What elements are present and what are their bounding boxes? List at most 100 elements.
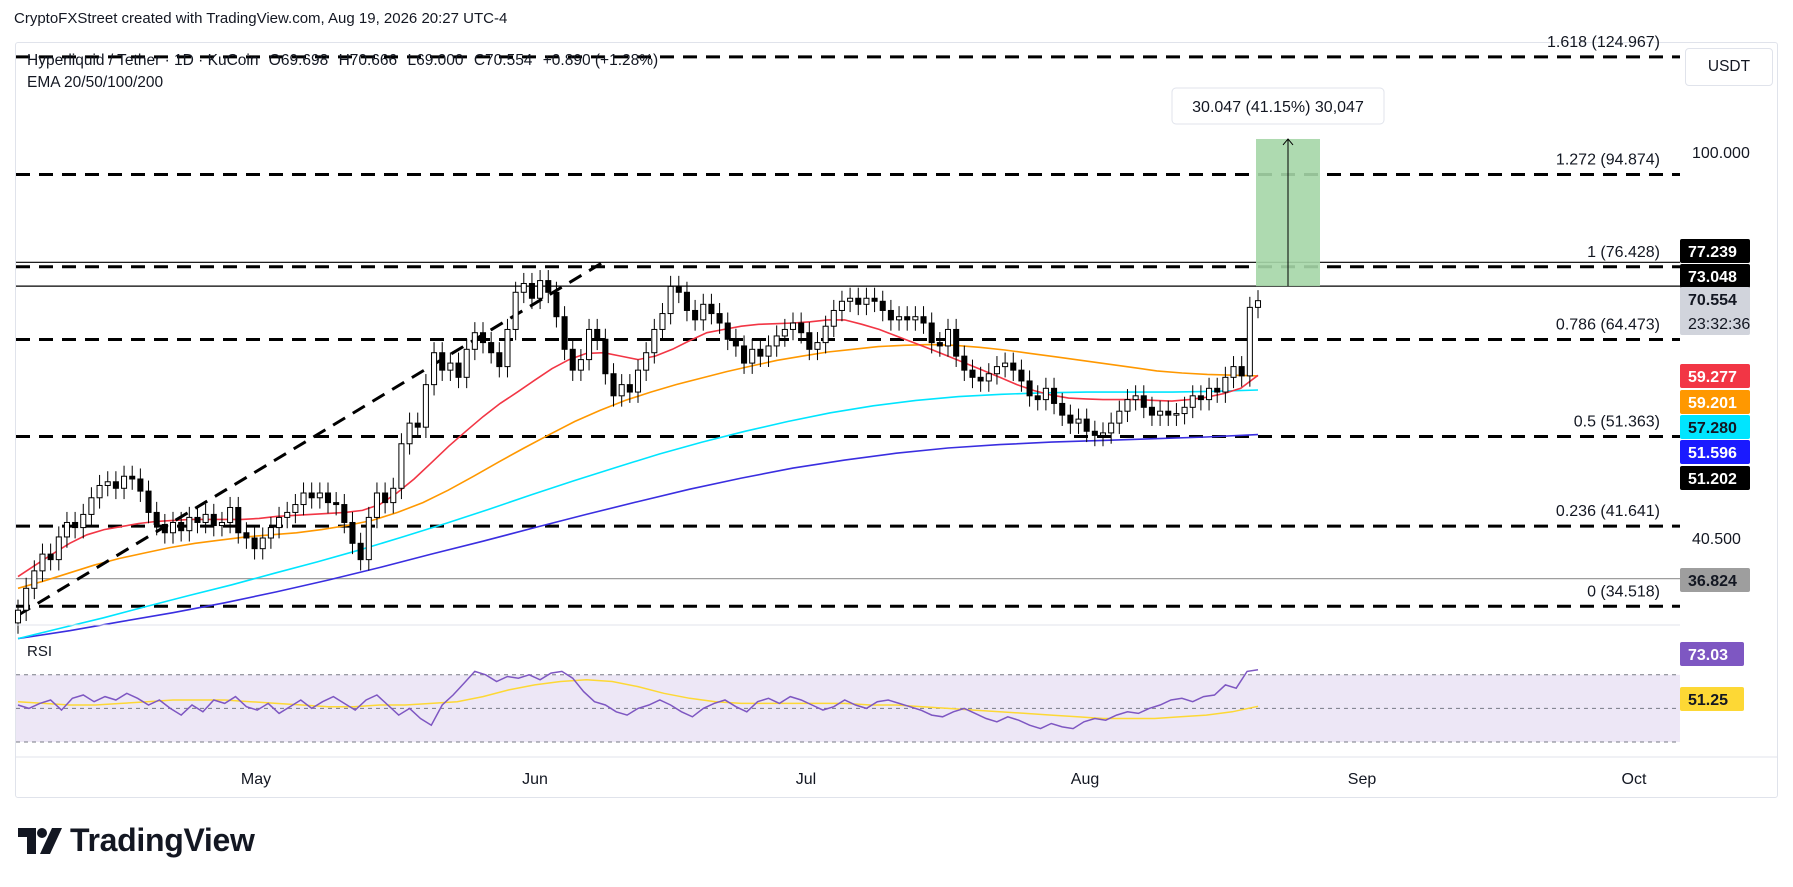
price-tag-value: 51.202 [1688,471,1737,488]
fibonacci-levels: 1.618 (124.967) 1.272 (94.874) 1 (76.428) 0… [16,34,1680,608]
candle-body [651,328,658,354]
candle-body [912,316,919,321]
candle-body [1124,399,1131,412]
candle-body [129,475,136,480]
candle-body [871,297,878,302]
candle-body [496,352,503,368]
symbol-name[interactable]: Hyperliquid / Tether · 1D · KuCoin [27,52,259,69]
horizontal-lines [16,261,1680,580]
rsi-ma-line [17,679,1259,720]
candle-body [969,369,976,378]
rsi-pane [16,624,1680,743]
candle-body [716,313,723,324]
candle-body [47,553,54,561]
rsi-tag [1680,642,1744,666]
candle-body [594,328,601,340]
indicator-label[interactable]: EMA 20/50/100/200 [27,74,164,91]
candle-body [210,513,217,527]
price-tag [1680,466,1750,490]
candle-body [439,352,446,371]
close-value: C70.554 [473,52,533,69]
rsi-tag-value: 73.03 [1688,647,1728,664]
rsi-line [17,668,1259,730]
candle-body [292,504,299,513]
candle-body [455,362,462,378]
candle-body [357,542,364,561]
candle-body [765,345,772,357]
candle-body [390,487,397,504]
candle-body [104,481,111,486]
candle-body [63,521,70,538]
time-tick-label: Jul [796,771,816,788]
candle-body [879,300,886,311]
candle-body [1075,418,1082,424]
candle-body [267,527,274,539]
tradingview-logo[interactable]: TradingView [18,822,255,859]
candle-body [773,335,780,347]
candle-body [227,506,234,523]
price-tag-value: 70.554 [1688,292,1737,309]
candle-body [1132,395,1139,401]
candle-body [1091,430,1098,436]
candle-body [953,328,960,357]
currency-selector[interactable]: USDT [1685,48,1773,86]
candle-body [822,325,829,344]
price-tag-value: 59.201 [1688,395,1737,412]
candle-body [55,536,62,561]
price-tag [1680,440,1750,464]
candle-body [161,524,168,534]
candle-body [961,355,968,371]
candle-body [732,338,739,347]
candle-body [977,376,984,382]
candle-body [741,345,748,364]
candle-body [838,300,845,311]
candle-body [724,322,731,340]
candle-body [528,282,535,299]
candle-body [626,384,633,393]
candle-body [1067,414,1074,424]
price-tick-label: 40.500 [1692,531,1741,548]
rsi-label[interactable]: RSI [27,643,53,660]
chart-credit: CryptoFXStreet created with TradingView.… [14,10,508,27]
candle-body [14,609,22,624]
fib-level-label: 0.236 (41.641) [1556,503,1660,520]
candle-body [577,359,584,371]
candle-body [300,492,307,506]
candle-body [1108,422,1115,434]
candle-body [382,492,389,504]
price-tags: 77.239 73.048 70.554 23:32:36 59.277 59.201 57… [1680,239,1750,711]
candle-body [1197,395,1204,401]
price-tag [1680,568,1750,592]
candle-body [847,297,854,302]
time-tick-label: May [241,771,271,788]
price-tag-value: 51.596 [1688,445,1737,462]
candle-body [1140,395,1147,408]
candle-body [251,537,258,550]
candle-body [169,521,177,534]
candle-body [553,291,560,318]
candle-body [618,384,625,397]
candle-body [1222,376,1229,393]
fib-level-label: 1.618 (124.967) [1547,34,1660,51]
candle-body [1246,306,1253,377]
price-tag [1680,390,1750,414]
candle-body [904,316,911,321]
candle-body [700,303,707,321]
fib-level-label: 1.272 (94.874) [1556,151,1660,168]
candle-body [365,516,372,561]
candle-body [218,521,225,527]
candle-body [80,513,87,529]
candle-body [944,328,952,347]
candle-body [186,516,193,532]
candle-body [1181,406,1188,415]
candle-body [178,521,185,532]
candle-body [1148,406,1155,416]
candle-body [1002,362,1009,368]
candle-body [667,285,674,315]
candle-body [985,373,992,382]
price-tag-value: 57.280 [1688,420,1737,437]
candle-body [659,313,666,330]
candle-body [798,322,805,334]
candle-body [928,322,935,344]
